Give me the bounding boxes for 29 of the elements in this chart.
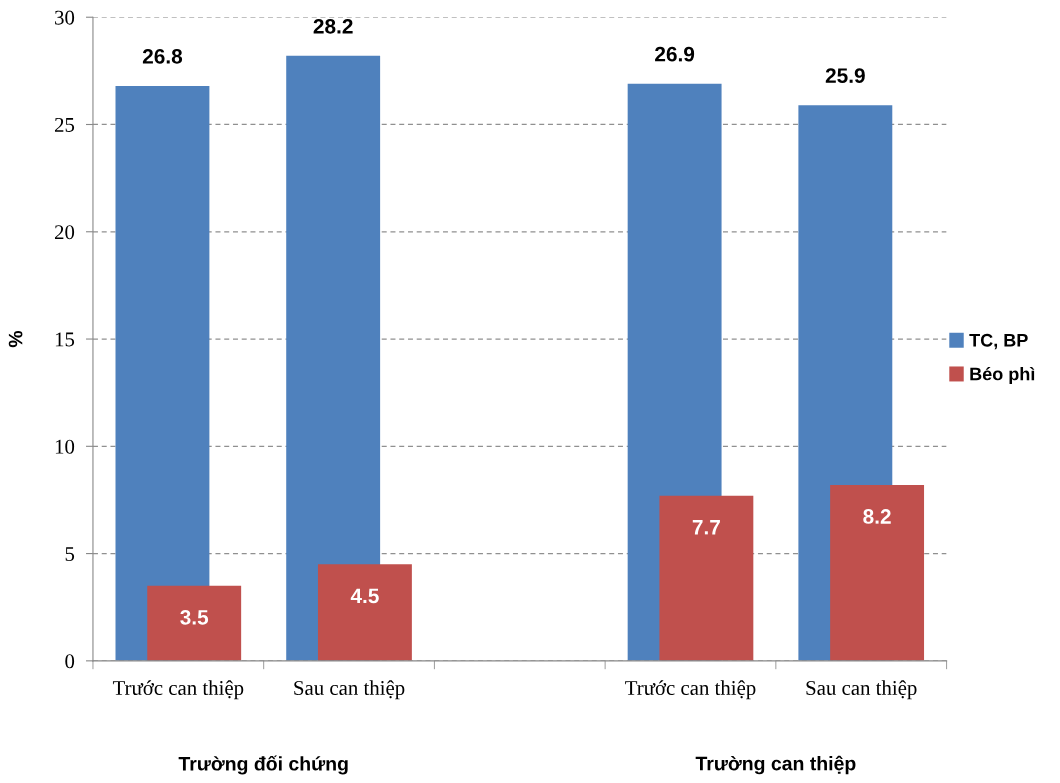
data-label: 26.9 [655,46,695,62]
data-label: 8.2 [863,509,891,524]
y-tick-label: 30 [55,10,75,25]
bar [317,564,412,661]
y-tick-label: 5 [65,547,75,562]
bar [115,85,210,661]
bar [830,484,925,661]
text: Trường can thiệp [695,755,856,775]
data-label: 28.2 [313,18,353,34]
data-label: 3.5 [180,609,209,625]
legend-label: Béo phì [970,366,1035,384]
data-label: 25.9 [825,68,865,83]
y-tick-label: 15 [55,332,75,347]
bar [659,495,754,661]
y-axis-title: % [8,330,23,348]
x-tick-label: Trước can thiệp [625,680,756,700]
y-tick-label: 0 [65,654,75,669]
bar [147,585,242,661]
y-tick-label: 25 [54,117,75,132]
data-label: 4.5 [350,588,379,604]
y-tick-label: 10 [55,439,75,454]
x-tick-label: Sau can thiệp [294,680,405,700]
legend-label: TC, BP [969,333,1028,350]
data-label: 26.8 [142,48,183,64]
x-tick-label: Trước can thiệp [112,680,244,700]
y-tick-label: 20 [54,225,75,240]
text: Trường đối chứng [178,755,348,775]
x-tick-label: Sau can thiệp [806,680,917,700]
data-label: 7.7 [692,520,720,535]
